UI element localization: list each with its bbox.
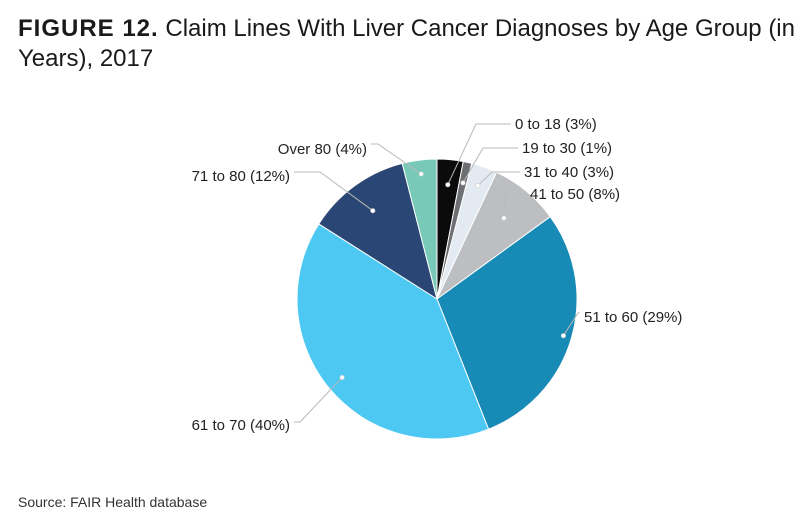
leader-dot — [339, 374, 345, 380]
leader-dot — [501, 215, 507, 221]
slice-label: 19 to 30 (1%) — [522, 140, 612, 157]
slice-label: 71 to 80 (12%) — [192, 168, 290, 185]
leader-line — [562, 312, 580, 336]
slice-label: 0 to 18 (3%) — [515, 116, 597, 133]
leader-dot — [445, 182, 451, 188]
leader-line — [503, 193, 526, 219]
pie-slice-over-80 — [401, 158, 438, 300]
leader-dot — [460, 180, 466, 186]
leader-dot — [560, 333, 566, 339]
source-note: Source: FAIR Health database — [18, 494, 208, 510]
leader-dot — [370, 208, 376, 214]
leader-line — [462, 147, 518, 184]
leader-lines — [294, 123, 580, 423]
figure-title-text: Claim Lines With Liver Cancer Diagnoses … — [18, 15, 795, 72]
pie-slices — [296, 158, 578, 440]
leader-line — [371, 143, 422, 175]
leader-dot — [418, 171, 424, 177]
slice-labels: 0 to 18 (3%) 19 to 30 (1%) 31 to 40 (3%) 41… — [192, 116, 683, 434]
slice-label: 41 to 50 (8%) — [530, 186, 620, 203]
slice-label: Over 80 (4%) — [278, 141, 367, 158]
slice-label: 31 to 40 (3%) — [524, 164, 614, 181]
pie-slice-51-to-60 — [436, 216, 578, 430]
pie-slice-61-to-70 — [296, 223, 490, 440]
leader-line — [294, 377, 343, 423]
slice-label: 61 to 70 (40%) — [192, 417, 290, 434]
leader-line — [294, 171, 374, 212]
pie-slice-71-to-80 — [318, 162, 438, 301]
chart-title: FIGURE 12. Claim Lines With Liver Cancer… — [18, 14, 808, 74]
figure-number: FIGURE 12. — [18, 15, 159, 42]
slice-label: 51 to 60 (29%) — [584, 309, 682, 326]
leader-line — [447, 123, 511, 185]
leader-line — [477, 171, 520, 187]
leader-dot — [475, 183, 481, 189]
